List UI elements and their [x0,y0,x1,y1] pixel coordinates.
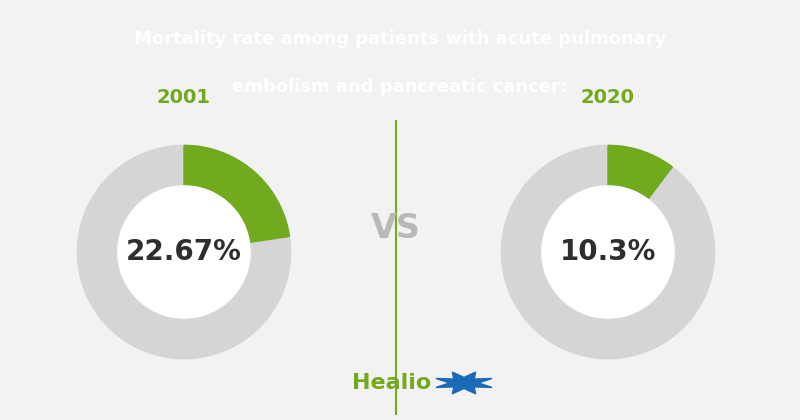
Text: 2020: 2020 [581,88,635,107]
Polygon shape [436,372,492,394]
Polygon shape [118,186,250,318]
Text: VS: VS [371,212,421,245]
Text: Healio: Healio [352,373,432,393]
Polygon shape [542,186,674,318]
Polygon shape [502,145,714,359]
Polygon shape [608,145,672,199]
Polygon shape [184,145,290,242]
Text: Mortality rate among patients with acute pulmonary: Mortality rate among patients with acute… [134,30,666,48]
Text: 22.67%: 22.67% [126,238,242,266]
Text: embolism and pancreatic cancer:: embolism and pancreatic cancer: [233,78,567,96]
Text: 10.3%: 10.3% [560,238,656,266]
Text: 2001: 2001 [157,88,211,107]
Polygon shape [78,145,290,359]
